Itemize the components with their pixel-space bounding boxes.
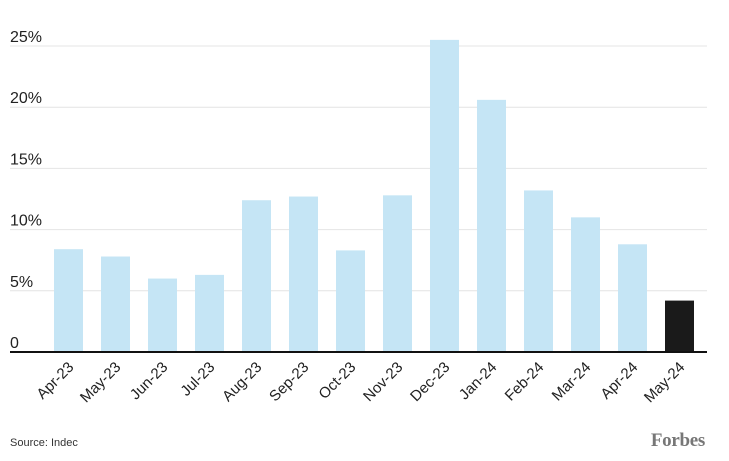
x-axis-category-labels: Apr-23 May-23 Jun-23 Jul-23 Aug-23 Sep-23 Oct-… [33, 359, 688, 406]
bars [54, 39, 694, 352]
x-tick-label: Jul-23 [177, 359, 218, 400]
bar-jun-23 [148, 278, 177, 352]
x-tick-label: Apr-23 [33, 359, 77, 403]
x-tick-label: Oct-23 [315, 359, 359, 403]
bar-apr-23 [54, 249, 83, 352]
x-tick-label: Dec-23 [407, 359, 453, 405]
y-tick-label: 10% [10, 213, 42, 230]
bar-oct-23 [336, 250, 365, 352]
source-note: Source: Indec [10, 437, 78, 449]
bar-jan-24 [477, 99, 506, 352]
bar-nov-23 [383, 195, 412, 352]
bar-dec-23 [430, 39, 459, 352]
y-tick-label: 25% [10, 29, 42, 46]
bar-sep-23 [289, 196, 318, 352]
x-tick-label: May-23 [77, 359, 124, 406]
x-tick-label: May-24 [641, 359, 688, 406]
y-tick-label: 5% [10, 274, 33, 291]
x-tick-label: Jun-23 [127, 359, 171, 403]
bar-feb-24 [524, 190, 553, 352]
x-tick-label: Sep-23 [266, 359, 312, 405]
bar-may-24 [665, 300, 694, 352]
x-tick-label: Aug-23 [219, 359, 265, 405]
x-tick-label: Jan-24 [456, 359, 500, 403]
bar-apr-24 [618, 244, 647, 352]
y-tick-label: 20% [10, 90, 42, 107]
bar-may-23 [101, 256, 130, 352]
x-tick-label: Apr-24 [597, 359, 641, 403]
forbes-logo: Forbes [650, 430, 705, 451]
bar-mar-24 [571, 217, 600, 352]
bar-jul-23 [195, 274, 224, 352]
x-tick-label: Feb-24 [502, 359, 548, 405]
bar-aug-23 [242, 200, 271, 352]
y-tick-label: 15% [10, 151, 42, 168]
y-tick-label: 0 [10, 335, 19, 352]
y-axis-tick-labels: 0 5% 10% 15% 20% 25% [10, 29, 42, 352]
x-tick-label: Mar-24 [549, 359, 595, 405]
x-tick-label: Nov-23 [360, 359, 406, 405]
